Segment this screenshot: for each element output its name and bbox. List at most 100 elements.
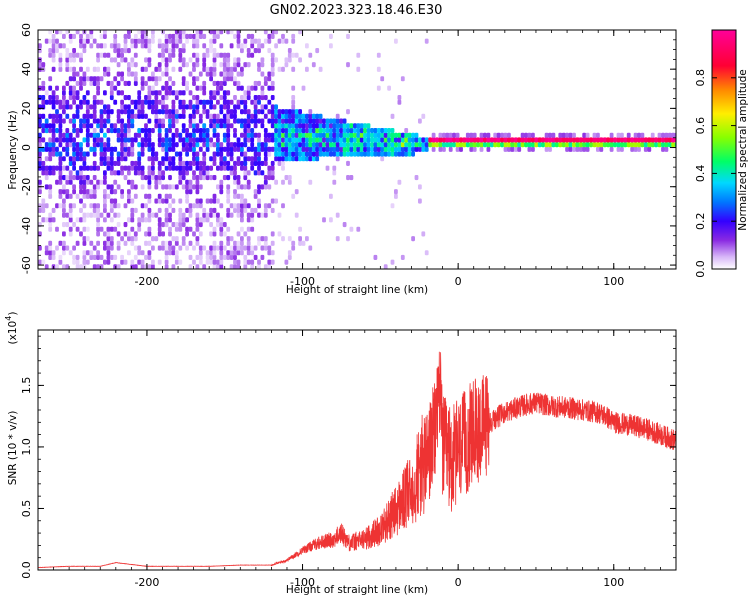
spectrogram-cell bbox=[171, 80, 176, 86]
spectrogram-cell bbox=[41, 207, 46, 213]
spectrogram-cell bbox=[96, 203, 100, 209]
spectrogram-cell bbox=[257, 99, 261, 105]
spectrogram-cell bbox=[127, 170, 131, 176]
spectrogram-cell bbox=[260, 123, 265, 129]
spectrogram-cell bbox=[127, 132, 131, 138]
spectrogram-cell bbox=[630, 137, 635, 143]
spectrogram-cell bbox=[281, 113, 285, 119]
spectrogram-cell bbox=[48, 193, 53, 199]
spectrogram-cell bbox=[298, 57, 302, 63]
spectrogram-cell bbox=[164, 142, 169, 148]
spectrogram-cell bbox=[58, 151, 63, 157]
spectrogram-cell bbox=[58, 189, 63, 195]
spectrogram-cell bbox=[222, 175, 227, 181]
spectrogram-cell bbox=[291, 118, 296, 124]
spectrogram-cell bbox=[260, 236, 265, 242]
spectrogram-cell bbox=[236, 212, 241, 218]
spectrogram-cell bbox=[394, 146, 398, 152]
spectrogram-cell bbox=[181, 175, 186, 181]
spectrogram-cell bbox=[89, 250, 94, 256]
spectrogram-cell bbox=[120, 137, 124, 143]
spectrogram-cell bbox=[387, 146, 391, 152]
spectrogram-cell bbox=[267, 137, 272, 143]
spectrogram-cell bbox=[109, 207, 114, 213]
spectrogram-cell bbox=[243, 170, 248, 176]
spectrogram-cell bbox=[140, 80, 145, 86]
spectrogram-cell bbox=[106, 118, 111, 124]
spectrogram-cell bbox=[44, 38, 49, 44]
spectrogram-cell bbox=[229, 212, 234, 218]
spectrogram-cell bbox=[287, 250, 292, 256]
spectrogram-cell bbox=[192, 184, 196, 190]
spectrogram-cell bbox=[236, 240, 241, 246]
spectrogram-cell bbox=[178, 66, 183, 72]
spectrogram-cell bbox=[181, 99, 186, 105]
spectrogram-cell bbox=[524, 137, 528, 143]
spectrogram-cell bbox=[92, 66, 97, 72]
spectrogram-cell bbox=[253, 189, 258, 195]
spectrogram-cell bbox=[144, 175, 148, 181]
spectrogram-cell bbox=[38, 151, 42, 157]
spectrogram-cell bbox=[229, 109, 234, 115]
spectrogram-cell bbox=[236, 104, 241, 110]
spectrogram-cell bbox=[103, 217, 107, 223]
spectrogram-cell bbox=[154, 95, 159, 101]
spectrogram-cell bbox=[209, 30, 213, 35]
spectrogram-cell bbox=[243, 118, 248, 124]
spectrogram-cell bbox=[240, 48, 244, 54]
spectrogram-cell bbox=[205, 165, 210, 171]
spectrogram-cell bbox=[329, 217, 333, 223]
spectrogram-cell bbox=[575, 137, 580, 143]
spectrogram-cell bbox=[212, 151, 217, 157]
spectrogram-cell bbox=[198, 222, 203, 228]
spectrogram-cell bbox=[164, 66, 169, 72]
spectrogram-cell bbox=[164, 62, 169, 68]
spectrogram-cell bbox=[48, 212, 53, 218]
spectrogram-cell bbox=[96, 250, 100, 256]
spectrogram-cell bbox=[257, 198, 261, 204]
spectrogram-cell bbox=[209, 113, 213, 119]
spectrogram-cell bbox=[418, 142, 422, 148]
spectrogram-cell bbox=[205, 254, 210, 260]
spectrogram-cell bbox=[140, 264, 145, 269]
spectrogram-cell bbox=[226, 113, 231, 119]
spectrogram-cell bbox=[116, 48, 121, 54]
spectrogram-cell bbox=[380, 132, 385, 138]
spectrogram-cell bbox=[41, 170, 46, 176]
spectrogram-cell bbox=[640, 142, 645, 148]
spectrogram-cell bbox=[219, 250, 224, 256]
spectrogram-cell bbox=[592, 137, 597, 143]
spectrogram-cell bbox=[216, 184, 220, 190]
spectrogram-cell bbox=[274, 113, 278, 119]
spectrogram-cell bbox=[92, 95, 97, 101]
spectrogram-cell bbox=[133, 160, 138, 166]
spectrogram-cell bbox=[137, 165, 142, 171]
spectrogram-cell bbox=[157, 38, 162, 44]
spectrogram-cell bbox=[267, 184, 272, 190]
spectrogram-cell bbox=[202, 165, 207, 171]
spectrogram-cell bbox=[79, 85, 83, 91]
spectrogram-cell bbox=[342, 128, 347, 134]
spectrogram-cell bbox=[418, 184, 422, 190]
spectrogram-cell bbox=[520, 132, 525, 138]
spectrogram-cell bbox=[222, 104, 227, 110]
spectrogram-cell bbox=[120, 254, 124, 260]
spectrogram-cell bbox=[130, 146, 135, 152]
spectrogram-cell bbox=[68, 90, 73, 96]
colorbar: 0.00.20.40.60.8 Normalized spectral ampl… bbox=[694, 29, 749, 278]
spectrogram-cell bbox=[130, 71, 135, 77]
spectrogram-cell bbox=[116, 245, 121, 251]
spectrogram-cell bbox=[298, 137, 302, 143]
spectrogram-cell bbox=[274, 142, 278, 148]
spectrogram-cell bbox=[390, 137, 395, 143]
spectrogram-cell bbox=[171, 146, 176, 152]
spectrogram-cell bbox=[164, 57, 169, 63]
spectrogram-cell bbox=[103, 189, 107, 195]
spectrogram-cell bbox=[127, 95, 131, 101]
spectrogram-cell bbox=[246, 137, 251, 143]
spectrogram-cell bbox=[291, 142, 296, 148]
spectrogram-cell bbox=[322, 137, 326, 143]
spectrogram-cell bbox=[123, 43, 128, 49]
spectrogram-cell bbox=[106, 212, 111, 218]
spectrogram-cell bbox=[82, 43, 87, 49]
